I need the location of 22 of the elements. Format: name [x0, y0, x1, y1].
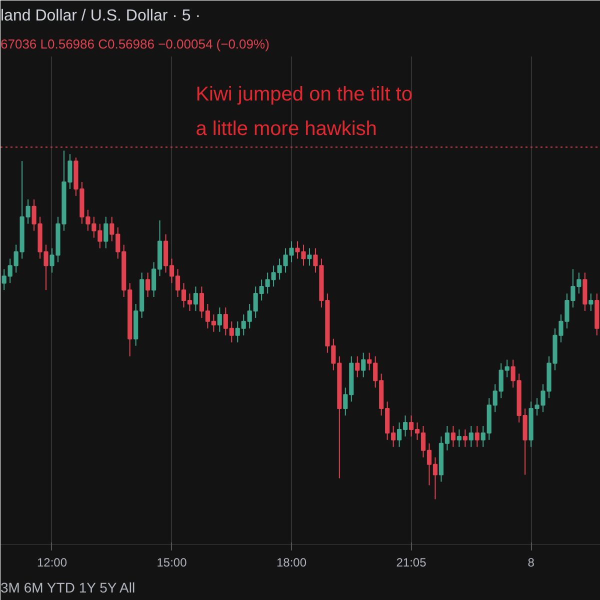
candlestick [588, 293, 594, 312]
x-tick-label: 15:00 [156, 556, 188, 570]
x-tick-label: 18:00 [276, 556, 307, 570]
candlestick [468, 425, 474, 448]
x-tick-label: 12:00 [36, 556, 68, 570]
candlestick [474, 425, 480, 448]
candlestick [307, 248, 312, 266]
candlestick [456, 428, 462, 448]
candlestick [361, 352, 366, 378]
chart-subtitle: 67036 L0.56986 C0.56986 −0.00054 (−0.09%) [0, 36, 270, 52]
candlestick [193, 286, 198, 312]
text: Kiwi jumped on the tilt to a little more hawkish [196, 83, 412, 140]
candlestick [462, 428, 468, 448]
candlestick [104, 216, 108, 249]
text: 3M 6M YTD 1Y 5Y All [0, 580, 136, 596]
chart-title: land Dollar / U.S. Dollar · 5 · [0, 8, 201, 24]
candlestick [146, 272, 150, 298]
candlestick [450, 425, 456, 448]
candlestick [217, 306, 222, 332]
candlestick [355, 356, 360, 378]
x-tick-label: 21:05 [396, 556, 427, 570]
x-tick-label: 8 [528, 556, 535, 570]
